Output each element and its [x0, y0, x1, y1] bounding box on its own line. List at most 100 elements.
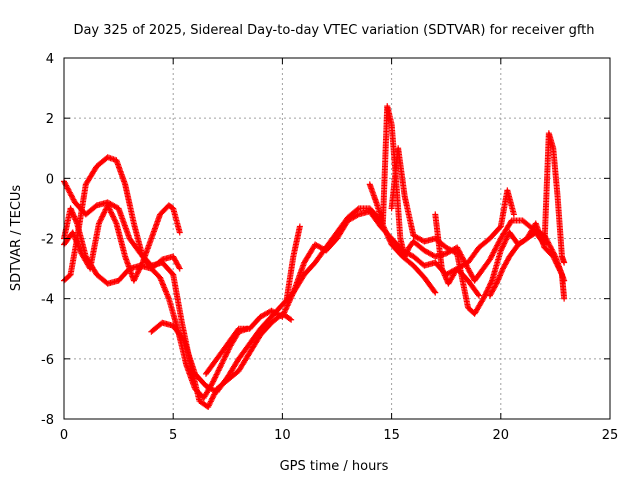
data-point — [108, 209, 115, 216]
data-point — [95, 220, 102, 227]
data-point — [219, 359, 226, 366]
series-sat-k — [486, 130, 568, 299]
data-point — [209, 394, 216, 401]
data-point — [209, 395, 216, 402]
y-axis-label: SDTVAR / TECUs — [9, 185, 24, 292]
data-point — [220, 357, 227, 364]
data-point — [354, 206, 361, 213]
y-tick-label: 4 — [46, 52, 54, 67]
data-point — [222, 353, 229, 360]
y-tick-label: -6 — [41, 353, 54, 368]
data-point — [133, 272, 140, 279]
data-point — [112, 219, 119, 226]
data-point — [558, 270, 565, 277]
data-point — [209, 379, 216, 386]
data-point — [551, 256, 558, 263]
x-tick-label: 5 — [169, 428, 177, 443]
data-point — [510, 211, 517, 218]
axis-ticks — [63, 57, 611, 420]
data-point — [222, 352, 229, 359]
data-point — [475, 292, 482, 299]
y-tick-label: -4 — [41, 293, 54, 308]
data-point — [134, 269, 141, 276]
y-tick-label: 2 — [46, 112, 54, 127]
data-point — [487, 280, 494, 287]
data-point — [497, 247, 504, 254]
y-tick-label: 0 — [46, 172, 54, 187]
data-point — [288, 316, 295, 323]
data-point — [550, 253, 557, 260]
data-point — [223, 350, 230, 357]
data-point — [482, 291, 489, 298]
data-point — [480, 295, 487, 302]
data-point — [552, 257, 559, 264]
data-point — [216, 366, 223, 373]
data-point — [555, 264, 562, 271]
data-point — [211, 375, 218, 382]
data-point — [296, 223, 303, 230]
data-point — [354, 212, 361, 219]
data-point — [110, 214, 117, 221]
data-point — [550, 254, 557, 261]
data-point — [483, 288, 490, 295]
data-point — [224, 349, 231, 356]
data-point — [112, 217, 119, 224]
data-point — [481, 294, 487, 301]
data-point — [101, 207, 108, 214]
data-point — [496, 224, 503, 231]
data-point — [106, 206, 113, 213]
x-axis-label: GPS time / hours — [280, 459, 389, 474]
data-point — [131, 276, 138, 283]
data-point — [554, 261, 561, 268]
data-point — [134, 270, 141, 277]
data-point — [487, 281, 494, 288]
data-point — [213, 371, 220, 378]
data-point — [484, 287, 491, 294]
data-point — [176, 264, 183, 271]
series-sat-d — [61, 205, 183, 287]
data-point — [132, 273, 139, 280]
data-point — [97, 216, 104, 223]
data-point — [475, 291, 482, 298]
data-point — [205, 402, 212, 409]
data-point — [503, 235, 510, 242]
data-point — [210, 377, 217, 384]
y-tick-label: -2 — [41, 233, 54, 248]
data-point — [169, 270, 176, 277]
x-tick-label: 25 — [602, 428, 619, 443]
data-point — [492, 281, 499, 288]
data-point — [176, 229, 183, 236]
data-point — [110, 213, 117, 220]
data-point — [432, 289, 439, 296]
data-point — [225, 346, 232, 353]
data-point — [109, 212, 116, 219]
data-point — [554, 263, 561, 270]
data-point — [107, 207, 114, 214]
data-point — [556, 266, 563, 273]
x-tick-label: 10 — [274, 428, 291, 443]
data-point — [498, 246, 505, 253]
tick-labels: 0 5 10 15 20 25 -8 -6 -4 -2 0 2 4 — [41, 52, 618, 443]
data-point — [286, 315, 293, 322]
data-point — [500, 241, 507, 248]
data-point — [100, 210, 107, 217]
data-point — [106, 205, 113, 212]
data-point — [99, 213, 106, 220]
data-point — [214, 368, 221, 375]
data-point — [207, 399, 214, 406]
data-point — [501, 239, 508, 246]
data-point — [218, 361, 225, 368]
data-point — [210, 392, 217, 399]
series-sat-i — [388, 145, 568, 317]
data-point — [99, 212, 106, 219]
data-point — [210, 378, 217, 385]
data-point — [483, 290, 490, 297]
data-point — [224, 347, 231, 354]
data-point — [488, 279, 495, 286]
data-point — [220, 356, 227, 363]
data-point — [561, 259, 568, 266]
data-point — [557, 268, 564, 275]
data-point — [108, 210, 115, 217]
